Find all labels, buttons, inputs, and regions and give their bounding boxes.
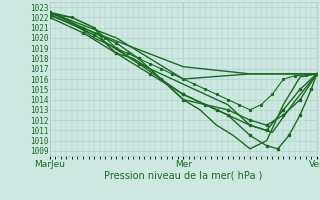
X-axis label: Pression niveau de la mer( hPa ): Pression niveau de la mer( hPa ) [104, 171, 262, 181]
